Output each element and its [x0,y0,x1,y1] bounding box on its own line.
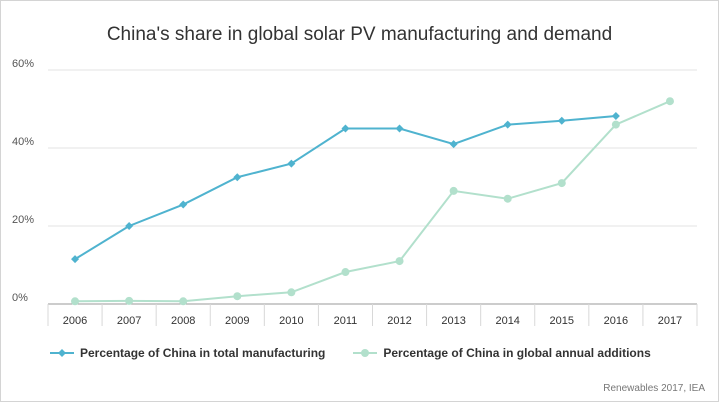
x-tick-label: 2017 [658,315,682,327]
series-line-1 [75,100,671,303]
x-tick-label: 2006 [63,315,87,327]
x-tick-label: 2016 [604,315,628,327]
legend: Percentage of China in total manufacturi… [50,346,679,360]
legend-circle-icon [353,349,378,357]
data-point-diamond [233,173,242,182]
data-point-circle [395,257,404,266]
legend-label-manufacturing: Percentage of China in total manufacturi… [80,346,326,360]
data-point-diamond [395,124,404,133]
x-tick-label: 2012 [387,315,411,327]
x-tick-label: 2010 [279,315,303,327]
chart-title: China's share in global solar PV manufac… [106,24,613,45]
data-point-diamond [557,116,566,125]
legend-diamond-icon [50,349,74,357]
data-point-circle [287,288,296,297]
data-point-circle [611,120,620,129]
y-tick-label: 40% [12,136,34,148]
data-point-circle [665,97,674,106]
data-point-circle [125,296,134,305]
y-tick-label: 20% [12,214,34,226]
data-point-diamond [503,120,512,129]
data-point-diamond [287,159,296,168]
x-tick-label: 2009 [225,315,249,327]
data-point-diamond [341,124,350,133]
data-point-diamond [611,112,620,121]
x-tick-label: 2011 [334,315,358,327]
x-tick-label: 2007 [117,315,141,327]
data-point-diamond [125,222,134,230]
data-point-circle [71,297,80,306]
data-point-circle [503,194,512,203]
legend-item-manufacturing: Percentage of China in total manufacturi… [50,346,325,360]
x-tick-label: 2015 [550,315,574,327]
data-point-circle [557,179,566,188]
data-point-circle [233,292,242,301]
legend-item-additions: Percentage of China in global annual add… [353,346,651,360]
source-note: Renewables 2017, IEA [603,383,705,394]
data-point-circle [179,297,188,306]
data-point-circle [449,186,458,195]
data-point-diamond [71,255,80,264]
series-line-0 [74,115,616,261]
y-tick-label: 0% [12,292,28,304]
x-tick-label: 2014 [495,315,519,327]
x-tick-label: 2013 [441,315,465,327]
x-tick-label: 2008 [171,315,195,327]
y-tick-label: 60% [12,58,34,70]
data-point-circle [341,268,350,277]
data-point-diamond [179,200,188,209]
legend-label-additions: Percentage of China in global annual add… [383,346,651,360]
data-point-diamond [449,140,458,149]
